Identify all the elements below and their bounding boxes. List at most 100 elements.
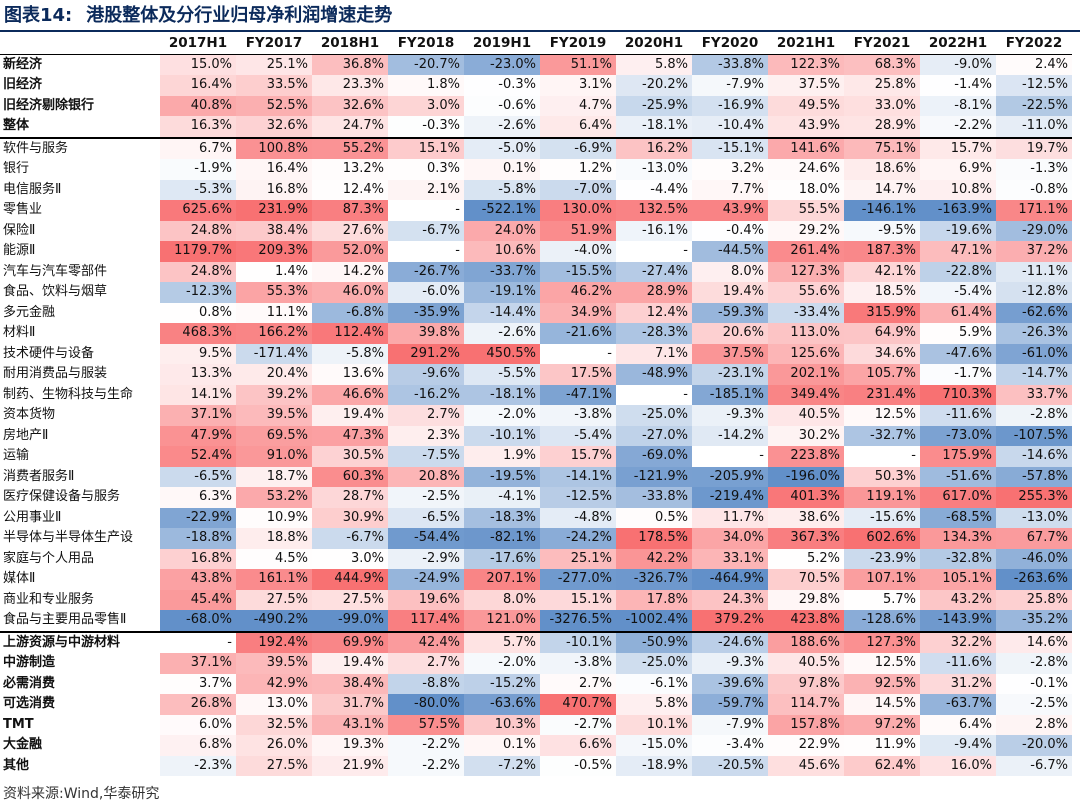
value-cell: 37.2% <box>996 241 1072 262</box>
value-cell: -3.8% <box>540 405 616 426</box>
value-cell: -107.5% <box>996 425 1072 446</box>
table-row: 技术硬件与设备 9.5% -171.4% -5.8% 291.2% 450.5% -7.1%… <box>0 343 1072 364</box>
value-cell: 46.0% <box>312 282 388 303</box>
value-cell: -14.1% <box>540 466 616 487</box>
value-cell: 11.7% <box>692 507 768 528</box>
table-row: 多元金融 0.8% 11.1% -6.8% -35.9% -14.4% 34.9% 12.4%… <box>0 302 1072 323</box>
value-cell: 33.1% <box>692 548 768 569</box>
value-cell: -16.2% <box>388 384 464 405</box>
column-header: 2020H1 <box>616 33 692 55</box>
value-cell: -57.8% <box>996 466 1072 487</box>
table-row: 保险Ⅱ 24.8% 38.4% 27.6% -6.7% 24.0% 51.9% -16.1% -… <box>0 220 1072 241</box>
value-cell: 6.6% <box>540 735 616 756</box>
value-cell: -0.5% <box>540 755 616 776</box>
value-cell: -50.9% <box>616 630 692 653</box>
value-cell: 24.6% <box>768 159 844 180</box>
value-cell: 62.4% <box>844 755 920 776</box>
value-cell: 17.5% <box>540 364 616 385</box>
row-label: 能源Ⅱ <box>3 243 36 259</box>
value-cell: 22.9% <box>768 735 844 756</box>
value-cell: -2.0% <box>464 405 540 426</box>
value-cell: - <box>455 202 460 218</box>
value-cell: 60.3% <box>312 466 388 487</box>
value-cell: 379.2% <box>692 610 768 632</box>
value-cell: -6.7% <box>996 755 1072 776</box>
value-cell: 91.0% <box>236 446 312 467</box>
value-cell: -62.6% <box>996 302 1072 323</box>
value-cell: -11.6% <box>920 405 996 426</box>
row-label: 半导体与半导体生产设 <box>3 530 134 546</box>
value-cell: -2.5% <box>996 694 1072 715</box>
value-cell: 50.3% <box>844 466 920 487</box>
row-label: 必需消费 <box>3 675 56 691</box>
value-cell: 27.5% <box>312 589 388 610</box>
value-cell: 105.1% <box>920 569 996 590</box>
value-cell: 37.5% <box>692 343 768 364</box>
value-cell: 19.4% <box>312 405 388 426</box>
value-cell: 42.9% <box>236 673 312 694</box>
value-cell: -18.8% <box>160 528 236 549</box>
value-cell: -47.1% <box>540 384 616 405</box>
value-cell: -16.1% <box>616 220 692 241</box>
value-cell: -33.4% <box>768 302 844 323</box>
value-cell: -20.2% <box>616 75 692 96</box>
value-cell: -18.3% <box>464 507 540 528</box>
value-cell: -99.0% <box>312 610 388 632</box>
value-cell: -18.1% <box>616 116 692 138</box>
value-cell: 6.8% <box>160 735 236 756</box>
value-cell: 33.5% <box>236 75 312 96</box>
value-cell: 1.9% <box>464 446 540 467</box>
value-cell: -4.1% <box>464 487 540 508</box>
value-cell: -80.0% <box>388 694 464 715</box>
value-cell: -1002.4% <box>616 610 692 632</box>
value-cell: 16.2% <box>616 136 692 159</box>
value-cell: - <box>683 386 688 402</box>
chart-title-text: 港股整体及分行业归母净利润增速走势 <box>86 5 393 26</box>
value-cell: -3.4% <box>692 735 768 756</box>
value-cell: - <box>911 448 916 464</box>
value-cell: 43.1% <box>312 714 388 735</box>
value-cell: -9.6% <box>388 364 464 385</box>
value-cell: 16.4% <box>160 75 236 96</box>
value-cell: 24.3% <box>692 589 768 610</box>
value-cell: 1.4% <box>236 261 312 282</box>
value-cell: 0.8% <box>160 302 236 323</box>
value-cell: -2.2% <box>388 755 464 776</box>
value-cell: -22.8% <box>920 261 996 282</box>
value-cell: 10.1% <box>616 714 692 735</box>
value-cell: 47.9% <box>160 425 236 446</box>
value-cell: 5.7% <box>464 630 540 653</box>
value-cell: -1.4% <box>920 75 996 96</box>
value-cell: -6.5% <box>160 466 236 487</box>
value-cell: 401.3% <box>768 487 844 508</box>
row-label: 资本货物 <box>3 407 56 423</box>
value-cell: 100.8% <box>236 136 312 159</box>
value-cell: 14.1% <box>160 384 236 405</box>
value-cell: -2.8% <box>996 653 1072 674</box>
table-row: 旧经济 16.4% 33.5% 23.3% 1.8% -0.3% 3.1% -20.2% -7.… <box>0 75 1072 96</box>
value-cell: - <box>160 630 236 653</box>
value-cell: -3.8% <box>540 653 616 674</box>
value-cell: 47.1% <box>920 241 996 262</box>
value-cell: 1.8% <box>388 75 464 96</box>
value-cell: -0.3% <box>388 116 464 138</box>
value-cell: 19.6% <box>388 589 464 610</box>
value-cell: 13.0% <box>236 694 312 715</box>
value-cell: 2.4% <box>996 54 1072 75</box>
value-cell: 31.2% <box>920 673 996 694</box>
value-cell: -0.4% <box>692 220 768 241</box>
value-cell: 15.1% <box>388 136 464 159</box>
value-cell: 192.4% <box>236 630 312 653</box>
value-cell: -27.0% <box>616 425 692 446</box>
value-cell: 57.5% <box>388 714 464 735</box>
value-cell: 43.9% <box>692 200 768 221</box>
value-cell: 367.3% <box>768 528 844 549</box>
value-cell: -28.3% <box>616 323 692 344</box>
row-label: 银行 <box>3 161 30 177</box>
value-cell: -17.6% <box>464 548 540 569</box>
value-cell: 21.9% <box>312 755 388 776</box>
value-cell: -26.7% <box>388 261 464 282</box>
value-cell: 37.5% <box>768 75 844 96</box>
value-cell: 617.0% <box>920 487 996 508</box>
value-cell: 46.6% <box>312 384 388 405</box>
